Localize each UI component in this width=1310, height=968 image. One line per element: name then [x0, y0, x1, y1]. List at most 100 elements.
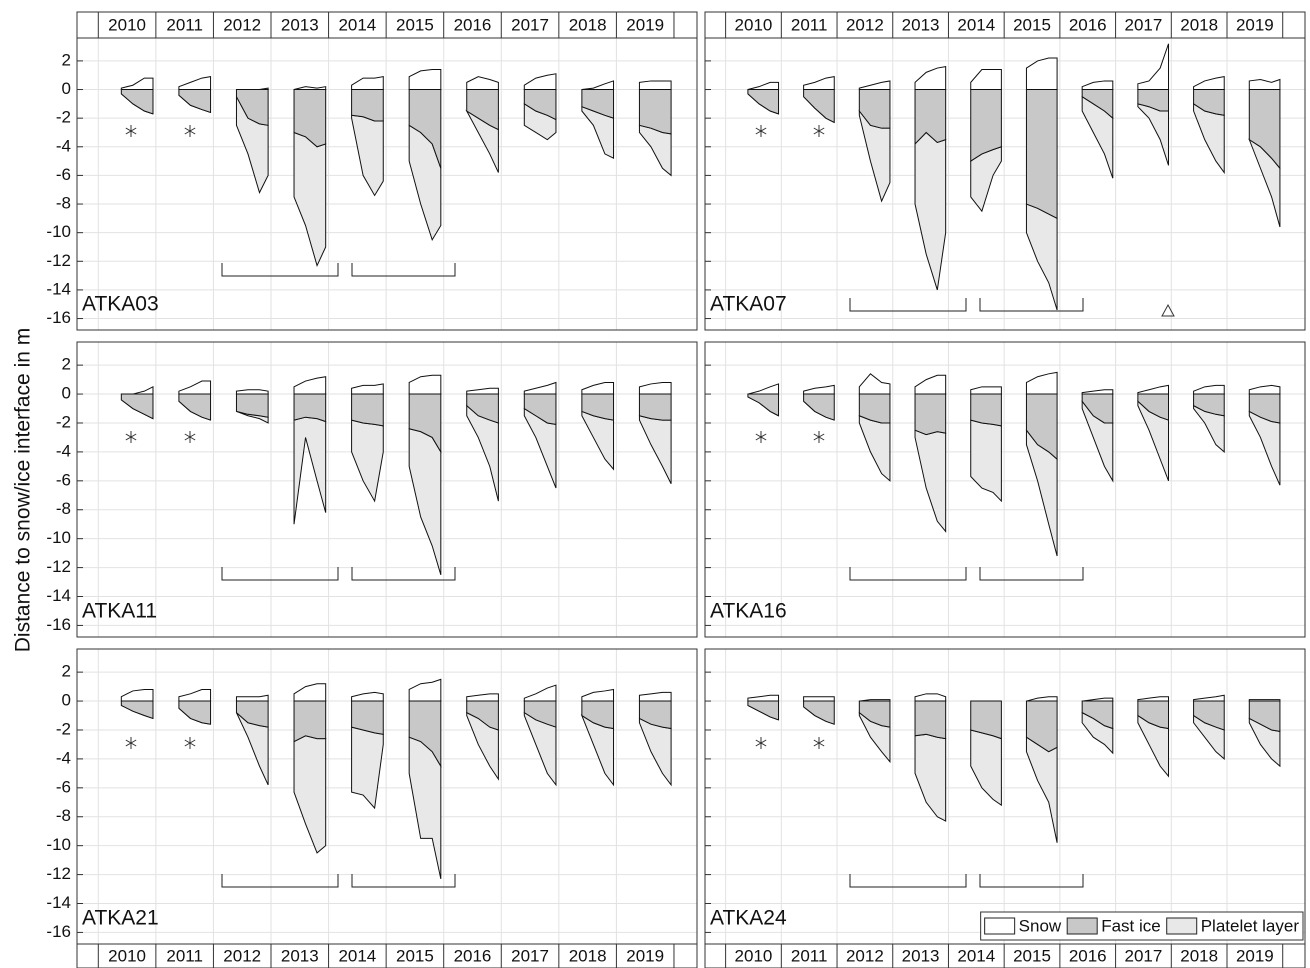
asterisk: [755, 433, 767, 441]
legend-swatch: [1166, 917, 1198, 935]
fast-ice-area: [858, 393, 891, 424]
fast-ice-area: [351, 89, 384, 122]
asterisk: [184, 739, 196, 747]
fast-ice-area: [1137, 700, 1170, 730]
plot-frame: [704, 341, 1306, 638]
fast-ice-area: [235, 89, 269, 126]
fast-ice-area: [747, 393, 780, 417]
x-tick-label: 2011: [791, 15, 828, 34]
panel: 2 0 -2 -4 -6 -8 -10 -12 -14 -16 ATKA11: [46, 341, 698, 638]
legend-box: [980, 911, 1304, 941]
fast-ice-area: [1025, 700, 1058, 753]
x-tick-label: 2012: [846, 946, 884, 965]
fast-ice-area: [970, 393, 1002, 427]
fast-ice-area: [1081, 89, 1114, 120]
x-tick-label: 2017: [511, 946, 549, 965]
plot-frame: [76, 648, 698, 945]
fast-ice-area: [1025, 393, 1058, 461]
fast-ice-area: [120, 700, 154, 720]
x-tick-label: 2017: [1125, 15, 1163, 34]
x-tick-label: 2015: [396, 15, 434, 34]
y-tick-label: 2: [62, 50, 71, 69]
panel-title: ATKA24: [710, 907, 787, 930]
y-tick-label: 2: [62, 662, 71, 681]
x-tick-label: 2016: [454, 946, 492, 965]
fast-ice-area: [408, 700, 442, 768]
plot-background: [705, 649, 1305, 944]
fast-ice-area: [235, 393, 269, 418]
y-tick-label: -14: [46, 893, 71, 912]
y-tick-label: -16: [46, 922, 71, 941]
x-tick-label: 2018: [1180, 15, 1218, 34]
bracket: [351, 263, 456, 277]
legend-swatch: [1066, 917, 1098, 935]
asterisk: [125, 739, 137, 747]
x-tick-label: 2019: [1236, 15, 1274, 34]
y-tick-label: -16: [46, 615, 71, 634]
x-tick-label: 2016: [1069, 946, 1107, 965]
x-tick-label: 2019: [626, 15, 664, 34]
y-tick-label: -12: [46, 251, 71, 270]
x-tick-label: 2017: [1125, 946, 1163, 965]
y-tick-label: -6: [56, 165, 71, 184]
asterisk: [813, 127, 825, 135]
fast-ice-area: [293, 393, 327, 423]
panel: 2010 2011 2012 2013 2014 2015 2016 2017 2018 2019…: [704, 11, 1306, 331]
legend-label: Platelet layer: [1201, 916, 1300, 935]
plot-frame: [76, 341, 698, 638]
asterisk: [755, 127, 767, 135]
legend-swatch: [984, 917, 1016, 935]
x-tick-label: 2015: [1013, 946, 1051, 965]
fast-ice-area: [858, 700, 891, 728]
x-tick-label: 2011: [166, 946, 203, 965]
fast-ice-area: [466, 393, 499, 424]
fast-ice-area: [351, 700, 384, 735]
legend-label: Fast ice: [1101, 916, 1161, 935]
asterisk: [813, 433, 825, 441]
y-tick-label: -14: [46, 279, 71, 298]
bracket: [979, 567, 1084, 581]
x-tick-label: 2018: [569, 15, 607, 34]
legend-label: Snow: [1019, 916, 1062, 935]
x-tick-label: 2010: [735, 15, 773, 34]
fast-ice-area: [235, 700, 269, 728]
y-tick-label: -10: [46, 835, 71, 854]
fast-ice-area: [1137, 89, 1170, 112]
fast-ice-area: [581, 89, 615, 119]
x-tick-label: 2014: [338, 946, 376, 965]
x-tick-label: 2018: [569, 946, 607, 965]
y-tick-label: -2: [56, 719, 71, 738]
fast-ice-area: [466, 89, 499, 131]
bracket: [849, 298, 967, 312]
x-tick-label: 2013: [902, 15, 940, 34]
fast-ice-area: [466, 700, 499, 731]
fast-ice-area: [803, 700, 835, 725]
fast-ice-area: [803, 89, 835, 124]
y-tick-label: -10: [46, 528, 71, 547]
bracket: [979, 298, 1084, 312]
x-tick-label: 2019: [1236, 946, 1274, 965]
asterisk: [125, 433, 137, 441]
panel-title: ATKA07: [710, 293, 787, 316]
fast-ice-area: [914, 393, 947, 436]
fast-ice-area: [1193, 700, 1225, 731]
y-tick-label: -6: [56, 777, 71, 796]
bracket: [849, 567, 967, 581]
panel: 2 0 -2 -4 -6 -8 -10 -12 -14 -16 2010 2011 2012 2013 20…: [46, 11, 698, 331]
panel-title: ATKA21: [82, 907, 159, 930]
fast-ice-area: [120, 89, 154, 115]
fast-ice-area: [1081, 393, 1114, 424]
asterisk: [813, 739, 825, 747]
fast-ice-area: [351, 393, 384, 427]
bracket: [351, 874, 456, 888]
x-tick-label: 2012: [846, 15, 884, 34]
fast-ice-area: [581, 393, 615, 421]
fast-ice-area: [523, 393, 557, 426]
panel-title: ATKA03: [82, 293, 159, 316]
x-tick-label: 2016: [1069, 15, 1107, 34]
y-tick-label: -2: [56, 108, 71, 127]
fast-ice-area: [178, 89, 212, 114]
y-tick-label: -14: [46, 586, 71, 605]
x-tick-label: 2010: [108, 15, 146, 34]
asterisk: [184, 433, 196, 441]
